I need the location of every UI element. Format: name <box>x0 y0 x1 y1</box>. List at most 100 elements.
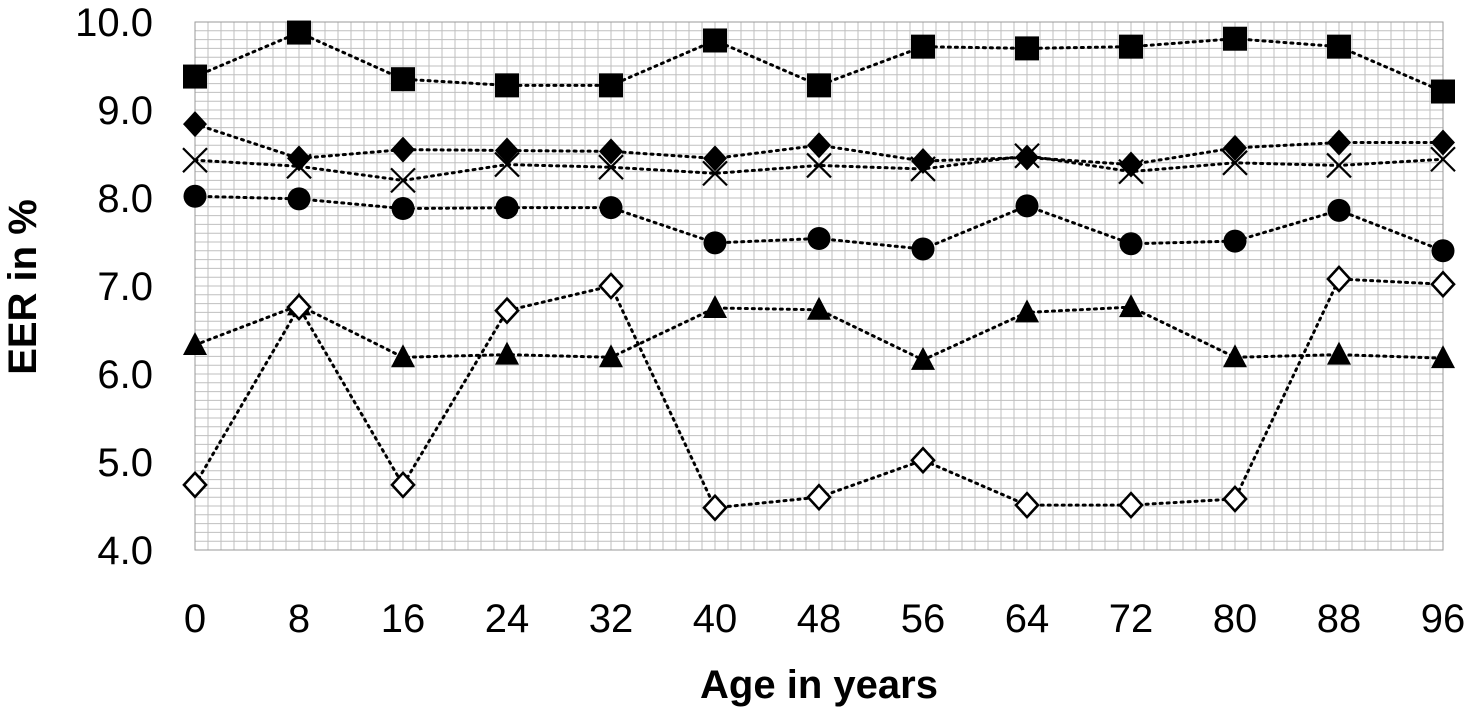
marker-diamond <box>807 132 831 159</box>
y-tick-label: 10.0 <box>75 1 153 45</box>
marker-triangle <box>599 344 623 368</box>
marker-open-diamond <box>286 293 312 322</box>
marker-square <box>287 20 311 45</box>
marker-diamond <box>703 145 727 172</box>
y-tick-label: 7.0 <box>97 265 153 309</box>
series-x <box>182 142 1456 194</box>
x-tick-label: 80 <box>1213 597 1258 641</box>
marker-x <box>702 160 728 187</box>
marker-open-diamond <box>806 483 832 512</box>
marker-circle <box>1431 239 1455 263</box>
marker-x <box>806 152 832 179</box>
marker-diamond <box>1223 134 1247 161</box>
marker-diamond <box>391 136 415 163</box>
tick-labels: 0 8 16 24 32 40 48 56 64 72 80 88 96 4.0 5.0 6.0 7.0 8.0 9… <box>75 1 1465 641</box>
marker-x <box>598 154 624 180</box>
marker-triangle <box>1223 344 1247 368</box>
marker-square <box>599 73 623 98</box>
marker-circle <box>495 196 519 220</box>
x-tick-label: 24 <box>485 597 530 641</box>
marker-x <box>1222 150 1248 176</box>
x-tick-label: 48 <box>797 597 842 641</box>
x-tick-label: 56 <box>901 597 946 641</box>
y-tick-label: 8.0 <box>97 177 153 221</box>
x-tick-label: 96 <box>1421 597 1466 641</box>
marker-triangle <box>1327 341 1351 365</box>
marker-square <box>1015 36 1039 61</box>
x-axis-title: Age in years <box>700 663 938 707</box>
marker-x <box>182 147 208 173</box>
marker-open-diamond <box>494 296 520 325</box>
marker-open-diamond <box>910 446 936 475</box>
series-open-diamond <box>182 265 1456 522</box>
marker-square <box>911 34 935 59</box>
marker-triangle <box>911 346 935 370</box>
marker-x <box>910 156 936 182</box>
marker-circle <box>287 187 311 211</box>
marker-square <box>1431 79 1455 104</box>
marker-triangle <box>703 295 727 318</box>
marker-circle <box>911 237 935 261</box>
series-circle <box>183 184 1455 263</box>
marker-x <box>1014 142 1040 169</box>
marker-open-diamond <box>1326 265 1352 293</box>
marker-open-diamond <box>598 272 624 300</box>
marker-diamond <box>1431 129 1455 156</box>
y-tick-label: 9.0 <box>97 89 153 133</box>
marker-triangle <box>183 331 207 355</box>
x-tick-label: 40 <box>693 597 738 641</box>
marker-open-diamond <box>390 470 416 499</box>
x-tick-label: 64 <box>1005 597 1050 641</box>
y-axis-title: EER in % <box>1 199 45 375</box>
marker-square <box>495 73 519 98</box>
marker-triangle <box>1119 294 1143 318</box>
marker-x <box>1430 146 1456 173</box>
x-tick-label: 32 <box>589 597 634 641</box>
marker-triangle <box>495 341 519 365</box>
y-tick-label: 4.0 <box>97 529 153 573</box>
marker-x <box>494 151 520 178</box>
y-tick-label: 5.0 <box>97 441 153 485</box>
series-square <box>183 20 1455 104</box>
marker-circle <box>1015 194 1039 218</box>
x-tick-label: 72 <box>1109 597 1154 641</box>
x-tick-label: 88 <box>1317 597 1362 641</box>
marker-square <box>1223 26 1247 51</box>
marker-diamond <box>495 137 519 164</box>
marker-circle <box>807 226 831 250</box>
marker-square <box>1119 34 1143 59</box>
marker-triangle <box>1431 345 1455 369</box>
marker-x <box>1118 158 1144 185</box>
marker-triangle <box>1015 299 1039 323</box>
marker-square <box>183 64 207 89</box>
marker-circle <box>1223 229 1247 253</box>
marker-x <box>286 153 312 180</box>
x-tick-label: 16 <box>381 597 426 641</box>
marker-triangle <box>391 344 415 368</box>
marker-square <box>391 67 415 92</box>
marker-circle <box>183 184 207 208</box>
marker-circle <box>1119 232 1143 256</box>
marker-open-diamond <box>1222 485 1248 513</box>
marker-square <box>807 73 831 98</box>
marker-diamond <box>1327 129 1351 156</box>
marker-open-diamond <box>702 493 728 522</box>
marker-x <box>390 167 416 194</box>
marker-diamond <box>183 111 207 138</box>
marker-circle <box>1327 198 1351 222</box>
marker-square <box>703 28 727 53</box>
marker-open-diamond <box>1014 491 1040 520</box>
marker-circle <box>703 231 727 255</box>
marker-circle <box>391 197 415 221</box>
series-layer <box>182 20 1456 522</box>
marker-triangle <box>807 296 831 320</box>
x-tick-label: 0 <box>184 597 206 641</box>
marker-x <box>1326 152 1352 179</box>
x-tick-label: 8 <box>288 597 310 641</box>
marker-circle <box>599 196 623 220</box>
marker-open-diamond <box>1118 491 1144 520</box>
marker-diamond <box>599 138 623 165</box>
marker-square <box>1327 34 1351 59</box>
y-tick-label: 6.0 <box>97 353 153 397</box>
